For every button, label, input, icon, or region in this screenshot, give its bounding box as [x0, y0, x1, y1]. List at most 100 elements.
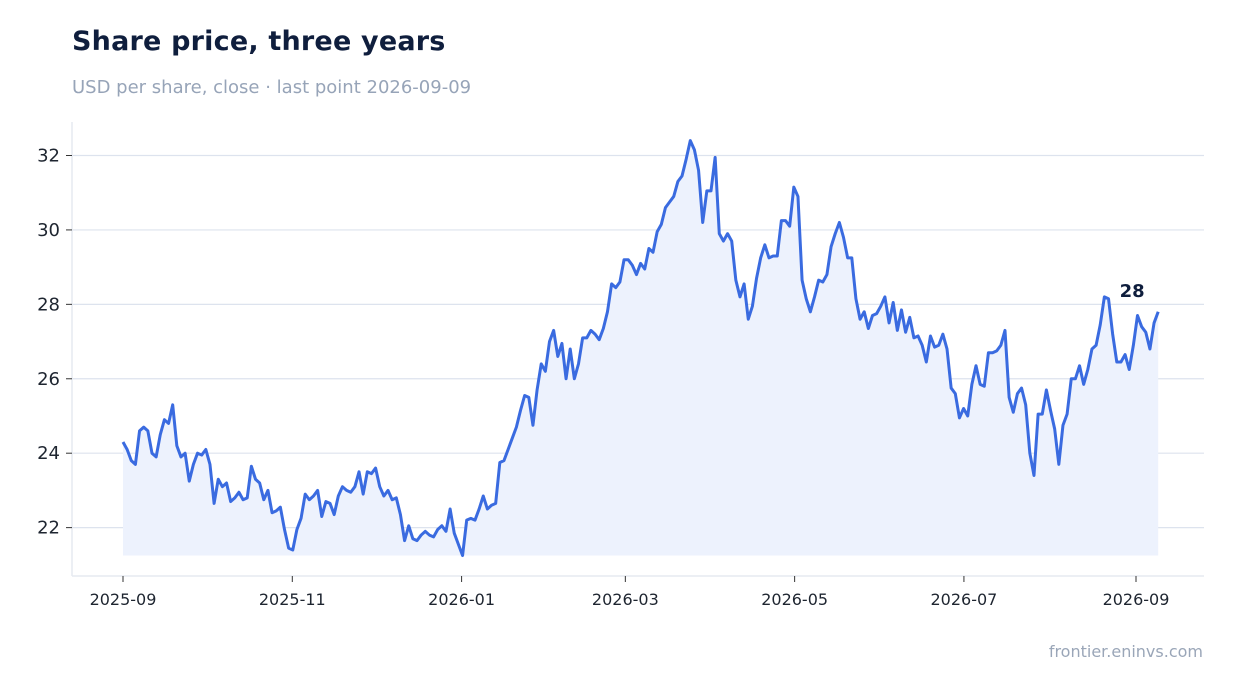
data-point: [706, 190, 708, 192]
x-tick-label: 2025-09: [90, 590, 157, 609]
data-point: [221, 485, 223, 487]
data-point: [171, 404, 173, 406]
data-point: [925, 361, 927, 363]
data-point: [1029, 452, 1031, 454]
y-tick-label: 32: [37, 145, 60, 166]
data-point: [163, 419, 165, 421]
data-point: [403, 539, 405, 541]
data-point: [1062, 424, 1064, 426]
data-point: [1153, 322, 1155, 324]
data-point: [631, 264, 633, 266]
x-tick-label: 2026-07: [930, 590, 997, 609]
data-point: [1058, 463, 1060, 465]
price-area-fill: [123, 140, 1159, 556]
x-tick-label: 2025-11: [259, 590, 326, 609]
data-point: [321, 515, 323, 517]
data-point: [863, 311, 865, 313]
data-point: [490, 504, 492, 506]
data-point: [784, 219, 786, 221]
y-tick-label: 30: [37, 220, 60, 241]
data-point: [200, 454, 202, 456]
data-point: [457, 543, 459, 545]
data-point: [942, 333, 944, 335]
data-point: [1037, 413, 1039, 415]
data-point: [581, 337, 583, 339]
data-point: [673, 195, 675, 197]
data-point: [793, 186, 795, 188]
data-point: [813, 296, 815, 298]
data-point: [416, 539, 418, 541]
data-point: [1120, 361, 1122, 363]
data-point: [557, 355, 559, 357]
data-point: [420, 534, 422, 536]
data-point: [461, 554, 463, 556]
data-point: [1145, 331, 1147, 333]
data-point: [283, 528, 285, 530]
data-point: [126, 448, 128, 450]
data-point: [213, 502, 215, 504]
data-point: [519, 409, 521, 411]
data-point: [983, 385, 985, 387]
data-point: [685, 158, 687, 160]
y-tick-label: 24: [37, 443, 60, 464]
data-point: [644, 268, 646, 270]
data-point: [399, 513, 401, 515]
x-tick-label: 2026-01: [428, 590, 495, 609]
data-point: [304, 493, 306, 495]
data-point: [167, 422, 169, 424]
data-point: [975, 365, 977, 367]
data-point: [234, 497, 236, 499]
y-tick-label: 22: [37, 518, 60, 539]
data-point: [391, 499, 393, 501]
data-point: [648, 247, 650, 249]
data-point: [441, 525, 443, 527]
data-point: [805, 298, 807, 300]
data-point: [205, 448, 207, 450]
data-point: [871, 314, 873, 316]
data-point: [395, 497, 397, 499]
source-footer: frontier.eninvs.com: [1048, 642, 1203, 661]
data-point: [350, 491, 352, 493]
data-point: [540, 363, 542, 365]
data-point: [341, 485, 343, 487]
data-point: [507, 448, 509, 450]
data-point: [217, 478, 219, 480]
data-point: [503, 459, 505, 461]
data-point: [254, 478, 256, 480]
data-point: [842, 236, 844, 238]
data-point: [602, 327, 604, 329]
data-point: [1045, 389, 1047, 391]
data-point: [639, 262, 641, 264]
data-point: [528, 396, 530, 398]
data-point: [329, 502, 331, 504]
data-point: [677, 180, 679, 182]
data-point: [1087, 368, 1089, 370]
data-point: [246, 497, 248, 499]
data-point: [693, 149, 695, 151]
data-point: [1049, 409, 1051, 411]
data-point: [846, 257, 848, 259]
data-point: [387, 489, 389, 491]
data-point: [180, 456, 182, 458]
data-point: [834, 232, 836, 234]
data-point: [143, 426, 145, 428]
data-point: [875, 312, 877, 314]
data-point: [151, 452, 153, 454]
data-point: [776, 255, 778, 257]
data-point: [122, 441, 124, 443]
x-axis-ticks: 2025-09 2025-11 2026-01 2026-03 2026-05 2026-…: [90, 576, 1169, 609]
data-point: [515, 426, 517, 428]
data-point: [606, 311, 608, 313]
data-point: [788, 225, 790, 227]
data-point: [913, 337, 915, 339]
data-point: [768, 257, 770, 259]
data-point: [383, 495, 385, 497]
y-tick-label: 28: [37, 294, 60, 315]
data-point: [1078, 365, 1080, 367]
data-point: [598, 339, 600, 341]
data-point: [896, 329, 898, 331]
data-point: [1136, 314, 1138, 316]
data-point: [929, 335, 931, 337]
data-point: [486, 508, 488, 510]
